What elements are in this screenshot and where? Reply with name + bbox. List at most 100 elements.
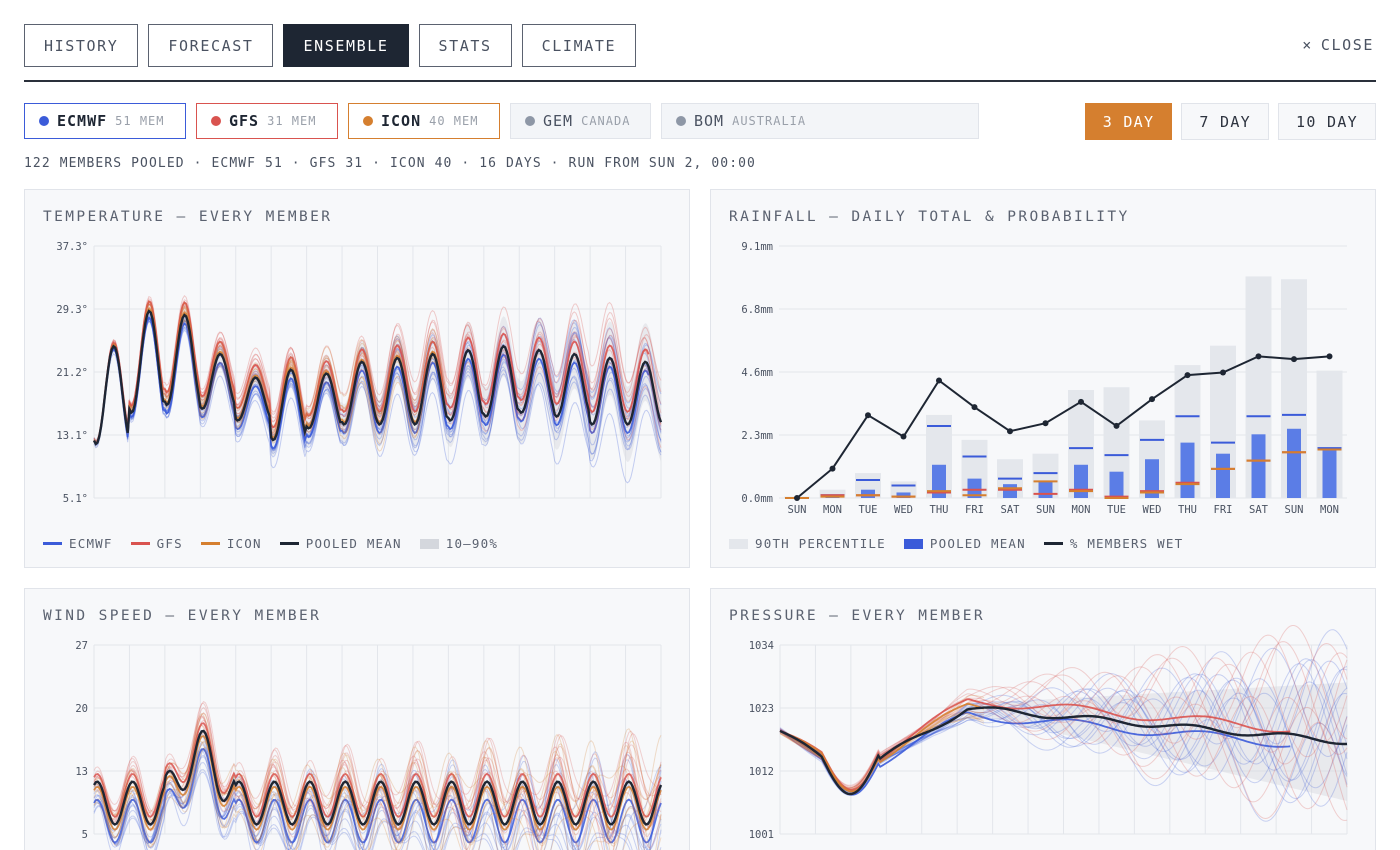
icon-member-line — [93, 712, 662, 850]
legend-label: 90TH PERCENTILE — [755, 536, 886, 551]
close-label: CLOSE — [1320, 36, 1374, 54]
gfs-member-line — [779, 625, 1348, 786]
gfs-member-line — [779, 652, 1348, 790]
legend-pooled-mean: POOLED MEAN — [279, 536, 402, 551]
model-region: AUSTRALIA — [732, 114, 807, 128]
members-wet-point — [1184, 372, 1191, 379]
tab-ensemble[interactable]: ENSEMBLE — [283, 24, 409, 67]
legend-label: POOLED MEAN — [929, 536, 1026, 551]
icon-mean-line — [779, 702, 985, 793]
x-tick-label: SUN — [1036, 504, 1055, 516]
legend-label: % MEMBERS WET — [1069, 536, 1184, 551]
legend-icon: ICON — [200, 536, 262, 551]
ecmwf-member-line — [93, 744, 662, 850]
range-3-day[interactable]: 3 DAY — [1084, 103, 1173, 140]
model-chip-gem[interactable]: GEM CANADA — [510, 103, 651, 139]
close-icon: × — [1302, 36, 1313, 54]
members-wet-point — [794, 495, 800, 501]
gfs-member-line — [779, 641, 1348, 787]
pressure-panel: 1034 1023 1012 1001 PRESSURE — EVERY MEMBER — [710, 588, 1376, 850]
ecmwf-member-line — [93, 313, 662, 465]
model-name: ICON — [381, 112, 422, 130]
ecmwf-member-line — [93, 741, 662, 850]
x-tick-label: TUE — [859, 504, 878, 516]
gfs-member-line — [779, 695, 1348, 822]
x-tick-label: MON — [823, 504, 842, 516]
panel-title: TEMPERATURE — EVERY MEMBER — [43, 209, 333, 225]
pooled-mean-bar — [1180, 442, 1195, 498]
y-tick-label: 1001 — [749, 829, 774, 841]
y-tick-label: 9.1mm — [741, 241, 773, 253]
ecmwf-mean-line — [93, 748, 662, 844]
legend-label: ICON — [226, 536, 262, 551]
pooled-mean-bar — [1287, 428, 1301, 498]
header-divider — [24, 80, 1376, 82]
model-members: 40 MEM — [429, 114, 479, 128]
bom-dot-icon — [676, 116, 686, 126]
pooled-mean-line — [779, 706, 1348, 796]
model-name: ECMWF — [57, 112, 108, 130]
model-name: GEM — [543, 112, 574, 130]
x-tick-label: FRI — [965, 504, 984, 516]
model-chip-gfs[interactable]: GFS 31 MEM — [196, 103, 338, 139]
run-summary: 122 MEMBERS POOLED · ECMWF 51 · GFS 31 ·… — [24, 156, 756, 171]
pressure-chart: 1034 1023 1012 1001 — [749, 625, 1348, 841]
close-button[interactable]: × CLOSE — [1302, 36, 1374, 54]
y-tick-label: 1034 — [749, 640, 774, 652]
range-7-day[interactable]: 7 DAY — [1181, 103, 1269, 140]
legend-pooled-mean: POOLED MEAN — [903, 536, 1026, 551]
percentile-bar — [819, 489, 846, 498]
tab-forecast[interactable]: FORECAST — [148, 24, 274, 67]
ecmwf-mean-line — [93, 316, 650, 450]
model-region: CANADA — [581, 114, 631, 128]
legend-label: GFS — [156, 536, 183, 551]
members-wet-point — [1042, 420, 1049, 427]
pooled-mean-bar — [1251, 434, 1266, 498]
rainfall-panel: 9.1mm 6.8mm 4.6mm 2.3mm 0.0mm SUN MON TUE WED THU… — [710, 189, 1376, 568]
y-tick-label: 0.0mm — [741, 493, 773, 505]
gfs-member-line — [779, 699, 1348, 820]
members-wet-point — [971, 404, 978, 411]
wet-line-icon — [1043, 542, 1063, 545]
pooled-mean-bar — [896, 492, 911, 498]
ecmwf-member-line — [93, 751, 662, 850]
wind-panel: 27 20 13 5 WIND SPEED — EVERY MEMBER — [24, 588, 690, 850]
model-chip-icon[interactable]: ICON 40 MEM — [348, 103, 500, 139]
members-wet-point — [1326, 353, 1333, 360]
panel-title: RAINFALL — DAILY TOTAL & PROBABILITY — [729, 209, 1130, 225]
y-tick-label: 2.3mm — [741, 430, 773, 442]
tab-climate[interactable]: CLIMATE — [521, 24, 637, 67]
x-tick-label: WED — [1143, 504, 1162, 516]
percentile-swatch-icon — [729, 538, 748, 549]
range-10-day[interactable]: 10 DAY — [1278, 103, 1376, 140]
y-tick-label: 5.1° — [63, 493, 88, 505]
model-chip-bom[interactable]: BOM AUSTRALIA — [661, 103, 979, 139]
model-name: GFS — [229, 112, 260, 130]
members-wet-point — [829, 465, 836, 472]
model-chip-ecmwf[interactable]: ECMWF 51 MEM — [24, 103, 186, 139]
tab-stats[interactable]: STATS — [418, 24, 512, 67]
temperature-panel: 37.3° 29.3° 21.2° 13.1° 5.1° TEMPERATURE — E… — [24, 189, 690, 568]
gfs-dot-icon — [211, 116, 221, 126]
gfs-member-line — [779, 634, 1348, 788]
gfs-member-line — [93, 702, 662, 843]
legend-gfs: GFS — [130, 536, 183, 551]
y-tick-label: 21.2° — [56, 367, 88, 379]
y-tick-label: 1023 — [749, 703, 774, 715]
pooled-mean-line — [93, 729, 663, 826]
pooled-mean-bar — [1145, 459, 1159, 498]
tab-history[interactable]: HISTORY — [24, 24, 139, 67]
ecmwf-mean-line — [779, 711, 1291, 796]
legend-wet: % MEMBERS WET — [1043, 536, 1184, 551]
x-tick-label: SUN — [1285, 504, 1304, 516]
model-selector: ECMWF 51 MEM GFS 31 MEM ICON 40 MEM GEM … — [24, 103, 979, 139]
icon-member-line — [93, 734, 662, 850]
x-tick-label: MON — [1320, 504, 1339, 516]
rainfall-chart: 9.1mm 6.8mm 4.6mm 2.3mm 0.0mm SUN MON TUE WED THU… — [741, 241, 1347, 516]
x-tick-label: TUE — [1107, 504, 1126, 516]
pooled-mean-bar — [932, 464, 946, 498]
legend-band: 10–90% — [419, 536, 498, 551]
y-tick-label: 1012 — [749, 766, 774, 778]
model-members: 31 MEM — [267, 114, 317, 128]
x-tick-label: FRI — [1214, 504, 1233, 516]
